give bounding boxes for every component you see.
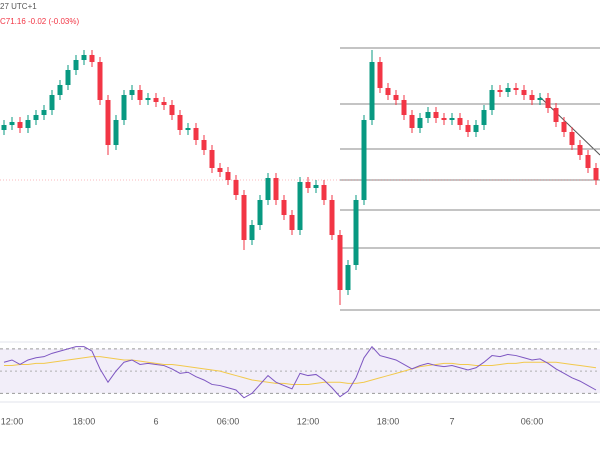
candle-body <box>81 55 87 60</box>
candle-body <box>585 155 591 168</box>
candle-body <box>505 88 511 92</box>
candle-body <box>561 122 567 132</box>
candle-body <box>57 85 63 95</box>
candle-body <box>281 200 287 215</box>
candle-body <box>425 112 431 118</box>
candle-body <box>209 150 215 168</box>
candle-body <box>401 100 407 115</box>
candle-body <box>225 172 231 180</box>
x-tick-label: 06:00 <box>217 416 240 426</box>
candle-body <box>249 225 255 240</box>
candle-body <box>361 120 367 200</box>
candle-body <box>289 215 295 230</box>
candle-body <box>521 90 527 95</box>
candle-body <box>217 168 223 172</box>
candle-body <box>409 115 415 128</box>
candle-body <box>193 128 199 140</box>
candle-body <box>145 98 151 100</box>
candle-body <box>9 122 15 125</box>
candle-body <box>513 88 519 90</box>
candle-body <box>385 88 391 95</box>
candle-body <box>593 168 599 180</box>
candle-body <box>49 95 55 110</box>
candle-body <box>25 120 31 128</box>
candle-body <box>201 140 207 150</box>
candle-body <box>329 200 335 235</box>
x-tick-label: 18:00 <box>377 416 400 426</box>
candle-body <box>321 185 327 200</box>
candle-body <box>497 90 503 92</box>
candle-body <box>537 98 543 100</box>
candle-body <box>449 118 455 120</box>
candle-body <box>161 102 167 105</box>
candle-body <box>105 100 111 145</box>
candle-body <box>417 118 423 128</box>
candle-body <box>481 110 487 125</box>
candle-body <box>153 98 159 102</box>
candle-body <box>473 125 479 132</box>
x-tick-label: 06:00 <box>521 416 544 426</box>
candle-body <box>65 70 71 85</box>
candle-body <box>441 118 447 120</box>
candle-body <box>489 90 495 110</box>
candle-body <box>233 180 239 195</box>
candle-body <box>553 108 559 122</box>
candle-body <box>465 125 471 132</box>
rsi-line <box>3 345 597 399</box>
x-tick-label: 12:00 <box>297 416 320 426</box>
candle-body <box>569 132 575 145</box>
candle-body <box>433 112 439 118</box>
candle-body <box>177 115 183 130</box>
candle-body <box>305 182 311 188</box>
candle-body <box>313 185 319 188</box>
header-time: 27 UTC+1 <box>0 2 37 11</box>
header-quote: C71.16 -0.02 (-0.03%) <box>0 17 79 26</box>
candle-body <box>185 128 191 130</box>
candle-body <box>337 235 343 290</box>
candle-body <box>273 178 279 200</box>
candle-body <box>137 90 143 100</box>
candle-body <box>353 200 359 265</box>
candle-body <box>33 115 39 120</box>
candle-body <box>121 95 127 120</box>
candle-body <box>393 95 399 100</box>
candle-body <box>369 62 375 120</box>
candle-body <box>257 200 263 225</box>
candle-body <box>297 182 303 230</box>
candle-body <box>457 118 463 125</box>
candle-body <box>377 62 383 88</box>
candle-body <box>345 265 351 290</box>
candle-body <box>169 105 175 115</box>
candle-body <box>529 95 535 100</box>
candle-body <box>17 122 23 128</box>
candle-body <box>241 195 247 240</box>
x-tick-label: 6 <box>153 416 158 426</box>
x-tick-label: 18:00 <box>73 416 96 426</box>
candle-body <box>1 125 7 130</box>
candle-body <box>545 98 551 108</box>
x-tick-label: 7 <box>449 416 454 426</box>
x-tick-label: 12:00 <box>1 416 24 426</box>
candle-body <box>97 62 103 100</box>
candle-body <box>265 178 271 200</box>
candle-body <box>129 90 135 95</box>
candle-body <box>113 120 119 145</box>
candle-body <box>89 55 95 62</box>
candle-body <box>577 145 583 155</box>
candle-body <box>41 110 47 115</box>
candle-body <box>73 60 79 70</box>
rsi-ma-line <box>4 356 597 385</box>
